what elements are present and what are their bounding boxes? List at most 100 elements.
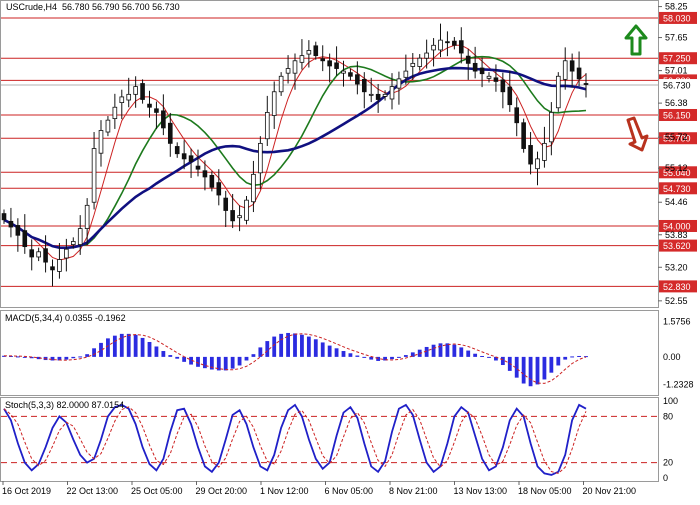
- candle-body: [486, 75, 492, 79]
- candle-body: [472, 62, 478, 72]
- macd-bar: [528, 356, 533, 387]
- level-tag-label: 55.040: [663, 168, 691, 178]
- macd-bar: [133, 334, 138, 357]
- candle-body: [167, 122, 173, 144]
- macd-bar: [355, 355, 360, 357]
- candle-body: [36, 251, 41, 258]
- macd-bar: [29, 356, 34, 359]
- candle-body: [396, 78, 402, 89]
- candle-body: [576, 67, 582, 80]
- macd-tick-label: -1.2328: [663, 380, 694, 390]
- candle-body: [64, 248, 69, 259]
- macd-bar: [203, 356, 207, 369]
- macd-bar: [584, 356, 588, 358]
- macd-bar: [570, 356, 575, 358]
- level-tag: [659, 239, 697, 252]
- macd-bar: [438, 343, 443, 357]
- macd-bar: [549, 356, 554, 373]
- macd-bar: [22, 356, 27, 358]
- candle-body: [154, 108, 159, 113]
- x-tick-label: 8 Nov 21:00: [389, 486, 438, 496]
- level-tag: [659, 108, 697, 121]
- candle-body: [285, 68, 291, 74]
- candle-body: [98, 130, 104, 154]
- macd-bar: [78, 356, 83, 358]
- macd-bar: [577, 355, 581, 357]
- x-tick-label: 22 Oct 13:00: [67, 486, 119, 496]
- level-tag-label: 56.150: [663, 110, 691, 120]
- stoch-tick-label: 0: [663, 473, 668, 483]
- candle-body: [112, 106, 118, 120]
- candle-body: [313, 45, 319, 57]
- macd-bar: [265, 341, 270, 357]
- macd-bar: [487, 356, 491, 358]
- candle-body: [355, 74, 360, 85]
- candle-body: [77, 228, 83, 245]
- macd-bar: [237, 356, 242, 366]
- candle-body: [410, 62, 416, 67]
- macd-bar: [223, 356, 228, 371]
- x-tick-label: 13 Nov 13:00: [454, 486, 508, 496]
- macd-signal-line: [3, 333, 587, 384]
- macd-bar: [168, 355, 173, 357]
- candle-body: [382, 93, 388, 97]
- x-tick-label: 16 Oct 2019: [2, 486, 51, 496]
- candle-body: [278, 75, 284, 93]
- level-tag: [659, 11, 697, 24]
- macd-bar: [293, 333, 297, 357]
- stoch-signal-line: [3, 406, 587, 474]
- candle-body: [119, 96, 125, 104]
- macd-bar: [279, 333, 284, 357]
- macd-bar: [258, 347, 263, 357]
- macd-panel-title: MACD(5,34,4) 0.0355 -0.1962: [5, 313, 126, 323]
- candle-body: [147, 103, 152, 108]
- price-panel-title: USCrude,H4: [6, 2, 57, 12]
- candle-body: [368, 93, 374, 96]
- y-tick-label: 54.46: [665, 197, 688, 207]
- ma-slow-line: [3, 66, 587, 250]
- macd-bar: [334, 348, 339, 357]
- macd-panel: [0, 310, 659, 396]
- x-tick-label: 6 Nov 05:00: [325, 486, 374, 496]
- macd-bar: [2, 355, 6, 357]
- candle-body: [403, 70, 409, 78]
- candle-body: [528, 145, 533, 165]
- current-price-label: 56.730: [663, 81, 691, 91]
- x-tick-label: 18 Nov 05:00: [518, 486, 572, 496]
- macd-bar: [140, 337, 145, 357]
- y-tick-label: 57.01: [665, 66, 688, 76]
- macd-bar: [535, 356, 540, 385]
- macd-bar: [251, 354, 256, 357]
- level-tag-label: 58.030: [663, 13, 691, 23]
- macd-bar: [147, 341, 152, 357]
- candle-body: [514, 107, 520, 124]
- macd-tick-label: 1.5756: [663, 316, 691, 326]
- y-tick-label: 56.38: [665, 98, 688, 108]
- macd-bar: [92, 348, 96, 357]
- candle-body: [535, 158, 540, 170]
- macd-bar: [466, 350, 471, 357]
- macd-bar: [9, 355, 13, 357]
- candle-body: [500, 79, 506, 93]
- candle-body: [299, 55, 305, 63]
- macd-bar: [556, 356, 561, 366]
- candle-body: [258, 142, 263, 174]
- candle-body: [188, 155, 194, 162]
- candle-body: [126, 93, 132, 101]
- macd-bar: [230, 356, 235, 369]
- candle-body: [292, 60, 298, 74]
- macd-bar: [64, 356, 69, 360]
- macd-bar: [403, 355, 408, 357]
- stoch-main-line: [3, 403, 587, 476]
- y-tick-label: 53.20: [665, 262, 688, 272]
- candle-body: [133, 86, 138, 95]
- macd-bar: [362, 356, 367, 358]
- macd-bar: [126, 333, 131, 357]
- macd-bar: [57, 356, 62, 361]
- macd-bar: [182, 356, 187, 362]
- candle-body: [348, 72, 353, 77]
- macd-bar: [119, 333, 124, 357]
- arrow-up-icon: [624, 24, 648, 56]
- macd-bar: [348, 353, 353, 357]
